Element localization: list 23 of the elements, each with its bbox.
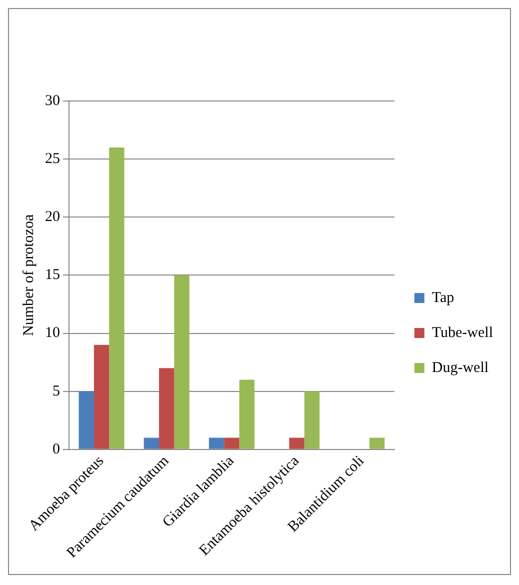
bar bbox=[78, 391, 94, 449]
bar bbox=[144, 438, 160, 449]
bar bbox=[109, 147, 124, 449]
legend-label: Dug-well bbox=[432, 360, 489, 376]
y-tick-label: 15 bbox=[45, 267, 60, 284]
y-tick-label: 0 bbox=[52, 441, 60, 458]
bar bbox=[159, 368, 174, 449]
bar bbox=[289, 438, 304, 449]
legend-label: Tube-well bbox=[432, 324, 494, 341]
bar bbox=[369, 438, 385, 449]
y-tick-label: 10 bbox=[45, 325, 60, 342]
bar bbox=[239, 380, 254, 449]
y-tick-label: 20 bbox=[45, 209, 60, 226]
y-axis-title: Number of protozoa bbox=[20, 214, 37, 336]
y-tick-label: 25 bbox=[45, 151, 60, 167]
legend-label: Tap bbox=[432, 290, 454, 306]
bar bbox=[208, 438, 224, 449]
bar bbox=[174, 275, 190, 449]
bar bbox=[224, 438, 240, 449]
bar bbox=[94, 344, 110, 449]
bar bbox=[304, 391, 320, 449]
y-tick-label: 30 bbox=[45, 92, 60, 109]
y-tick-label: 5 bbox=[52, 383, 60, 400]
